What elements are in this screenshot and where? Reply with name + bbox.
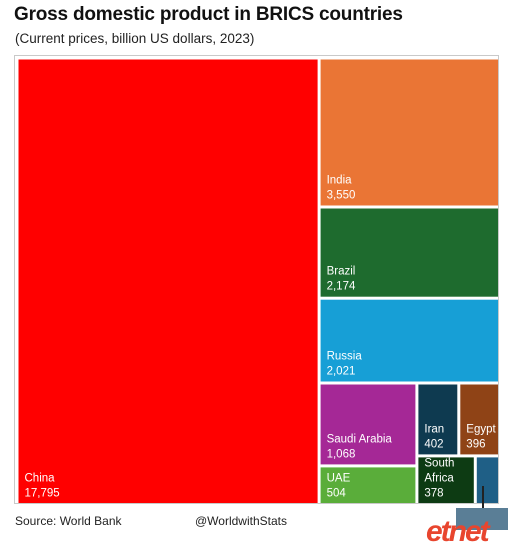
treemap-tile-iran xyxy=(418,384,458,455)
source-note: Source: World Bank xyxy=(15,514,122,528)
treemap-tile-south-africa xyxy=(418,457,474,503)
tile-value-egypt: 396 xyxy=(466,438,485,450)
treemap-tile-saudi-arabia xyxy=(320,384,416,465)
treemap-tile-uae xyxy=(320,467,416,503)
chart-title: Gross domestic product in BRICS countrie… xyxy=(14,4,403,25)
treemap-tile-brazil xyxy=(320,208,498,297)
chart-subtitle: (Current prices, billion US dollars, 202… xyxy=(15,31,255,46)
tile-value-iran: 402 xyxy=(424,438,443,450)
treemap-tile-ethiopia xyxy=(476,457,498,503)
tile-value-saudi-arabia: 1,068 xyxy=(327,448,356,460)
credit-handle: @WorldwithStats xyxy=(195,514,287,528)
tile-value-india: 3,550 xyxy=(327,190,356,202)
tile-name-india: India xyxy=(327,175,353,187)
tile-name-south-africa: South Africa xyxy=(424,458,454,485)
tile-name-russia: Russia xyxy=(327,351,363,363)
treemap-frame: China 17,795 India 3,550 Brazil 2,174 Russia 2,… xyxy=(14,55,499,504)
watermark-badge xyxy=(456,508,508,530)
watermark-pin xyxy=(482,486,484,508)
tile-name-saudi-arabia: Saudi Arabia xyxy=(327,433,393,445)
tile-value-south-africa: 378 xyxy=(424,488,443,500)
tile-name-iran: Iran xyxy=(424,423,444,435)
tile-name-brazil: Brazil xyxy=(327,266,356,278)
tile-value-brazil: 2,174 xyxy=(327,281,356,293)
tile-value-china: 17,795 xyxy=(25,488,60,500)
tile-value-russia: 2,021 xyxy=(327,366,356,378)
treemap-tile-egypt xyxy=(460,384,498,455)
tile-name-china: China xyxy=(25,473,56,485)
tile-value-uae: 504 xyxy=(327,488,347,500)
tile-name-uae: UAE xyxy=(327,473,351,485)
tile-name-egypt: Egypt xyxy=(466,423,496,435)
treemap-tile-india xyxy=(320,59,498,206)
treemap-chart: China 17,795 India 3,550 Brazil 2,174 Russia 2,… xyxy=(18,59,498,503)
treemap-tile-russia xyxy=(320,299,498,382)
treemap-tile-china xyxy=(18,59,318,503)
watermark-logo: etnet xyxy=(426,515,490,548)
